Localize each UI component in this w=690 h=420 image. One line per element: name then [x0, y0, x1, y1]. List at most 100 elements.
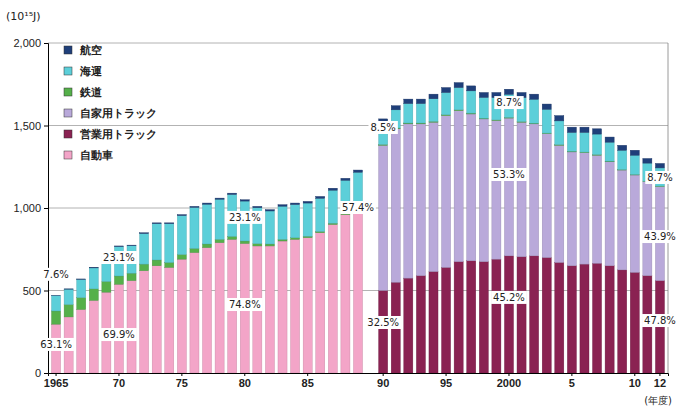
- annotation-box: [491, 291, 527, 304]
- bar-segment: [64, 289, 73, 304]
- bar-segment: [77, 298, 86, 310]
- x-tick: 85: [302, 373, 314, 389]
- annotation: 7.6%: [41, 268, 70, 281]
- bar-segment: [454, 111, 463, 262]
- bar-segment: [303, 236, 312, 237]
- annotation-text: 57.4%: [342, 202, 374, 213]
- bar-segment: [454, 262, 463, 373]
- bar-segment: [278, 205, 287, 206]
- y-tick-label: 1,500: [13, 120, 41, 132]
- bar-segment: [479, 262, 488, 373]
- x-axis-line: [49, 374, 669, 377]
- x-tick-mark: [571, 373, 572, 376]
- bar-segment: [530, 94, 539, 99]
- bar-segment: [127, 245, 136, 247]
- annotation-box: [642, 230, 678, 243]
- bar-segment: [416, 104, 425, 123]
- annotation: 43.9%: [642, 230, 678, 243]
- bar-segment: [341, 215, 350, 373]
- bar-segment: [429, 99, 438, 122]
- bar-segment: [127, 281, 136, 373]
- bar-segment: [630, 175, 639, 272]
- bar-segment: [467, 114, 476, 261]
- annotation: 23.1%: [101, 251, 137, 264]
- x-tick-mark: [56, 373, 57, 376]
- bar-segment: [429, 272, 438, 373]
- y-tick-label: 0: [35, 367, 41, 379]
- bar-segment: [165, 224, 174, 263]
- x-tick: 5: [569, 373, 575, 389]
- x-tick-label: 1965: [44, 377, 68, 389]
- legend-swatch: [64, 130, 72, 138]
- annotation-box: [340, 201, 376, 214]
- bar-segment: [555, 116, 564, 121]
- bar-segment: [593, 263, 602, 373]
- x-tick: 80: [239, 373, 251, 389]
- x-tick: 1965: [44, 373, 68, 389]
- bar-segment: [177, 214, 186, 216]
- legend-label: 営業用トラック: [80, 128, 157, 141]
- bar-segment: [52, 311, 61, 324]
- x-tick-label: 2000: [497, 377, 521, 389]
- bar-segment: [618, 145, 627, 150]
- bar-segment: [190, 248, 199, 252]
- bar-segment: [567, 266, 576, 373]
- bar-segment: [404, 104, 413, 123]
- bar-segment: [127, 273, 136, 280]
- bar-segment: [89, 289, 98, 301]
- bar-segment: [467, 86, 476, 91]
- annotation: 8.5%: [368, 121, 397, 134]
- y-tick-mark: [44, 126, 48, 127]
- bar-segment: [580, 264, 589, 373]
- legend-label: 自家用トラック: [80, 107, 157, 120]
- x-tick-label: 10: [629, 377, 641, 389]
- bar-segment: [555, 121, 564, 145]
- bar-segment: [140, 264, 149, 271]
- bar-segment: [278, 239, 287, 241]
- x-tick-mark: [634, 373, 635, 376]
- bar-segment: [655, 163, 664, 167]
- bar-segment: [341, 178, 350, 180]
- x-tick-label: 80: [239, 377, 251, 389]
- bar-segment: [542, 258, 551, 374]
- legend-swatch: [64, 109, 72, 117]
- bar-segment: [152, 222, 161, 224]
- bar-segment: [618, 170, 627, 270]
- annotation-box: [227, 211, 263, 224]
- annotation: 23.1%: [227, 211, 263, 224]
- bar-segment: [492, 121, 501, 260]
- bar-segment: [215, 243, 224, 373]
- bar-segment: [278, 241, 287, 373]
- x-tick: 2000: [497, 373, 521, 389]
- grid-line: [48, 43, 668, 44]
- annotation-text: 43.9%: [644, 231, 676, 242]
- bar-segment: [618, 270, 627, 373]
- legend-item: 航空: [64, 44, 102, 57]
- bar-segment: [52, 295, 61, 296]
- legend-item: 自動車: [64, 149, 113, 162]
- bar-segment: [353, 170, 362, 172]
- bar-segment: [215, 239, 224, 242]
- annotation-text: 8.7%: [647, 172, 672, 183]
- annotation-text: 32.5%: [367, 317, 399, 328]
- bar-segment: [89, 268, 98, 289]
- bar-segment: [379, 291, 388, 374]
- bar-segment: [479, 93, 488, 98]
- bar-segment: [102, 281, 111, 292]
- bar-segment: [567, 127, 576, 132]
- bar-segment: [416, 276, 425, 373]
- bar-segment: [605, 266, 614, 373]
- bar-segment: [316, 196, 325, 198]
- bar-segment: [240, 241, 249, 243]
- bar-segment: [303, 238, 312, 373]
- bar-segment: [404, 99, 413, 103]
- bar-segment: [77, 309, 86, 373]
- x-tick-mark: [446, 373, 447, 376]
- annotation-box: [38, 338, 74, 351]
- bar-segment: [530, 99, 539, 123]
- annotation: 63.1%: [38, 338, 74, 351]
- bar-segment: [215, 198, 224, 199]
- bar-segment: [64, 305, 73, 317]
- bar-segment: [291, 203, 300, 204]
- bar-segment: [555, 262, 564, 373]
